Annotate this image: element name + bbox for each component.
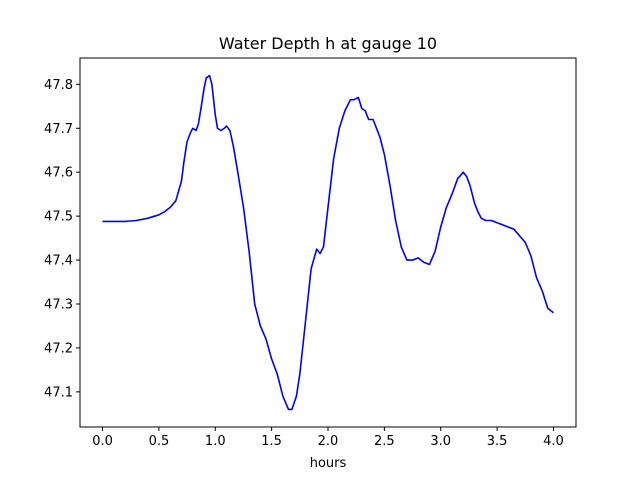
x-tick-label: 3.0 [430, 434, 451, 449]
y-tick-label: 47.4 [44, 254, 73, 269]
x-axis-title: hours [310, 456, 347, 471]
series-layer [102, 74, 554, 411]
y-tick-label: 47.1 [44, 385, 73, 400]
y-tick-label: 47.2 [44, 341, 73, 356]
x-tick-label: 2.5 [374, 434, 395, 449]
y-tick-label: 47.5 [44, 210, 73, 225]
chart-title: Water Depth h at gauge 10 [219, 34, 437, 53]
x-tick-label: 0.5 [149, 434, 170, 449]
y-tick-label: 47.6 [44, 166, 73, 181]
x-tick-label: 1.5 [261, 434, 282, 449]
x-tick-label: 0.0 [92, 434, 113, 449]
y-tick-label: 47.3 [44, 298, 73, 313]
plot-area [80, 58, 576, 427]
y-tick-label: 47.8 [44, 78, 73, 93]
ticks-layer: 0.0 0.5 1.0 1.5 2.0 2.5 3.0 3.5 4.0 47.1 47.2 47.3 4… [44, 78, 564, 449]
x-tick-label: 2.0 [318, 434, 339, 449]
x-tick-label: 4.0 [543, 434, 564, 449]
x-tick-label: 3.5 [487, 434, 508, 449]
water-depth-line [102, 74, 554, 411]
x-tick-label: 1.0 [205, 434, 226, 449]
y-tick-label: 47.7 [44, 122, 73, 137]
